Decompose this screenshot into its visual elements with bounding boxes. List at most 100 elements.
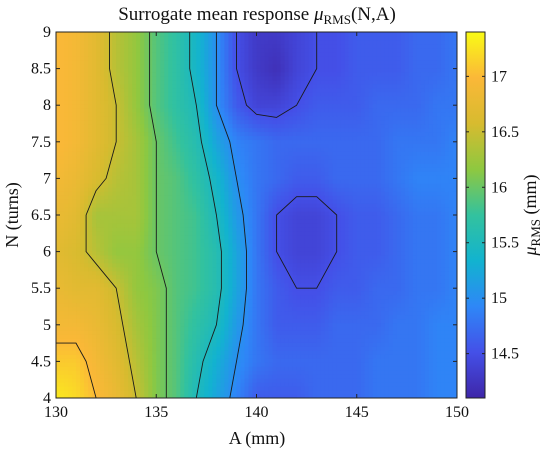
heatmap-cell — [228, 366, 234, 371]
heatmap-cell — [244, 374, 250, 379]
heatmap-cell — [180, 366, 185, 371]
heatmap-cell — [92, 207, 97, 212]
heatmap-cell — [448, 366, 454, 371]
heatmap-cell — [316, 326, 322, 331]
heatmap-cell — [232, 274, 238, 280]
heatmap-cell — [252, 374, 258, 379]
heatmap-cell — [400, 211, 406, 216]
heatmap-cell — [332, 354, 338, 359]
heatmap-cell — [104, 386, 109, 391]
heatmap-cell — [140, 282, 145, 288]
heatmap-cell — [364, 199, 370, 204]
heatmap-cell — [64, 394, 69, 398]
heatmap-cell — [64, 238, 69, 244]
heatmap-cell — [180, 218, 185, 224]
heatmap-cell — [224, 386, 230, 391]
heatmap-cell — [136, 286, 141, 292]
heatmap-cell — [172, 370, 177, 375]
heatmap-cell — [264, 338, 270, 343]
heatmap-cell — [316, 218, 322, 224]
heatmap-cell — [408, 274, 414, 280]
heatmap-cell — [108, 262, 113, 268]
heatmap-cell — [220, 362, 226, 367]
heatmap-cell — [164, 262, 169, 268]
heatmap-cell — [440, 334, 446, 339]
heatmap-cell — [60, 394, 65, 398]
heatmap-cell — [140, 290, 145, 296]
heatmap-cell — [252, 294, 258, 300]
heatmap-cell — [380, 282, 386, 288]
heatmap-cell — [168, 334, 173, 339]
heatmap-cell — [148, 390, 153, 395]
heatmap-cell — [404, 370, 410, 375]
heatmap-cell — [124, 262, 129, 268]
heatmap-cell — [320, 278, 326, 284]
heatmap-cell — [56, 362, 61, 367]
heatmap-cell — [452, 350, 457, 355]
heatmap-cell — [376, 350, 382, 355]
heatmap-cell — [96, 374, 101, 379]
heatmap-cell — [336, 286, 342, 292]
heatmap-cell — [436, 254, 442, 260]
heatmap-cell — [172, 215, 177, 220]
heatmap-cell — [112, 390, 117, 395]
heatmap-cell — [300, 215, 306, 220]
heatmap-cell — [336, 370, 342, 375]
heatmap-cell — [340, 306, 346, 312]
heatmap-cell — [260, 234, 266, 240]
heatmap-cell — [140, 207, 145, 212]
heatmap-cell — [376, 282, 382, 288]
heatmap-cell — [104, 254, 109, 260]
heatmap-cell — [80, 334, 85, 339]
heatmap-cell — [336, 342, 342, 347]
heatmap-cell — [180, 382, 185, 387]
heatmap-cell — [368, 278, 374, 284]
heatmap-cell — [104, 326, 109, 331]
heatmap-cell — [344, 370, 350, 375]
heatmap-cell — [172, 262, 177, 268]
heatmap-cell — [164, 242, 169, 248]
heatmap-cell — [328, 234, 334, 240]
heatmap-cell — [388, 278, 394, 284]
heatmap-cell — [80, 310, 85, 316]
heatmap-cell — [288, 342, 294, 347]
heatmap-cell — [132, 250, 137, 256]
heatmap-cell — [448, 226, 454, 232]
heatmap-cell — [64, 274, 69, 280]
heatmap-cell — [296, 378, 302, 383]
heatmap-cell — [340, 211, 346, 216]
heatmap-cell — [372, 342, 378, 347]
heatmap-cell — [276, 294, 282, 300]
heatmap-cell — [208, 306, 213, 312]
heatmap-cell — [432, 290, 438, 296]
heatmap-cell — [380, 203, 386, 208]
heatmap-cell — [300, 322, 306, 327]
heatmap-cell — [236, 390, 242, 395]
heatmap-cell — [76, 342, 81, 347]
heatmap-cell — [108, 274, 113, 280]
heatmap-cell — [308, 222, 314, 228]
heatmap-cell — [392, 310, 398, 316]
heatmap-cell — [220, 386, 226, 391]
heatmap-cell — [200, 378, 205, 383]
heatmap-cell — [424, 211, 430, 216]
heatmap-cell — [344, 218, 350, 224]
heatmap-cell — [200, 310, 205, 316]
heatmap-cell — [368, 203, 374, 208]
heatmap-cell — [400, 234, 406, 240]
heatmap-cell — [256, 274, 262, 280]
heatmap-cell — [332, 258, 338, 264]
heatmap-cell — [100, 390, 105, 395]
heatmap-cell — [68, 226, 73, 232]
heatmap-cell — [304, 282, 310, 288]
heatmap-cell — [452, 394, 457, 398]
heatmap-cell — [56, 382, 61, 387]
heatmap-cell — [352, 282, 358, 288]
heatmap-cell — [388, 330, 394, 335]
heatmap-cell — [308, 290, 314, 296]
heatmap-cell — [424, 306, 430, 312]
heatmap-cell — [376, 250, 382, 256]
heatmap-cell — [304, 230, 310, 236]
heatmap-cell — [104, 207, 109, 212]
heatmap-cell — [412, 282, 418, 288]
